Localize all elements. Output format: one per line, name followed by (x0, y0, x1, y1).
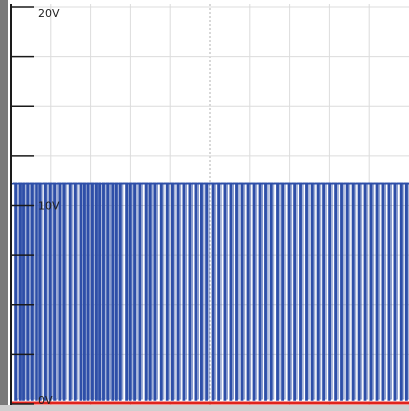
signal-trace-echo (13, 182, 409, 400)
bottom-frame-bar (0, 405, 409, 411)
y-tick-label: 0V (38, 394, 53, 407)
y-tick-label: 10V (38, 200, 60, 213)
traces-layer (11, 182, 409, 405)
signal-trace (11, 182, 409, 401)
y-tick-label: 20V (38, 7, 60, 20)
left-frame-bar (0, 0, 8, 411)
labels-layer: 20V 10V 0V (38, 7, 60, 407)
